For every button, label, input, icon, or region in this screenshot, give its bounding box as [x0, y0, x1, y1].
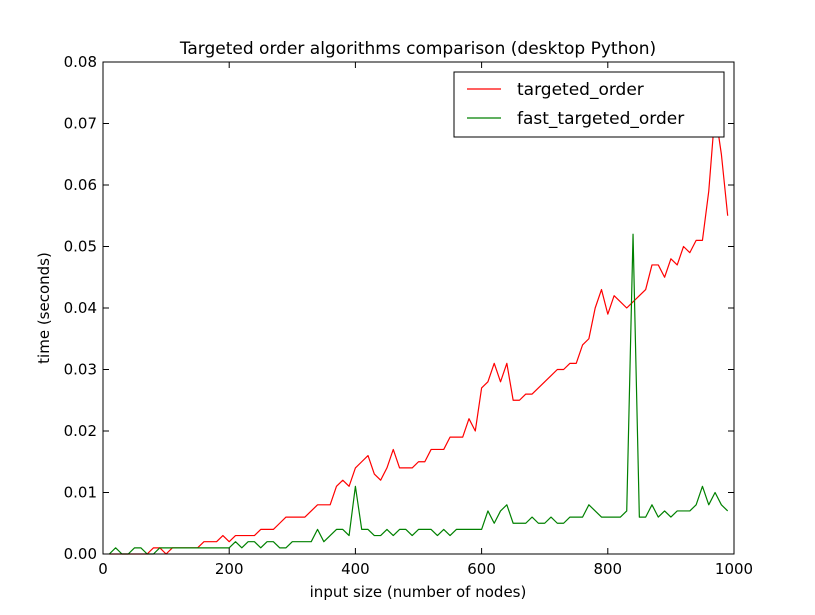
legend-label-targeted-order: targeted_order	[517, 80, 644, 100]
x-tick-label: 0	[98, 560, 108, 578]
y-tick-label: 0.00	[64, 545, 97, 563]
y-tick-label: 0.05	[64, 238, 97, 256]
x-axis-label: input size (number of nodes)	[310, 583, 527, 601]
x-tick-label: 200	[215, 560, 244, 578]
series-line-targeted-order	[109, 110, 729, 555]
x-tick-label: 400	[341, 560, 370, 578]
y-tick-label: 0.06	[64, 176, 97, 194]
y-tick-label: 0.02	[64, 422, 97, 440]
y-axis: 0.00 0.01 0.02 0.03 0.04 0.05 0.06 0.07 0.08	[64, 53, 734, 563]
chart-title: Targeted order algorithms comparison (de…	[179, 39, 656, 59]
x-tick-label: 600	[467, 560, 496, 578]
x-axis: 0 200 400 600 800 1000	[98, 62, 753, 578]
y-tick-label: 0.04	[64, 299, 97, 317]
legend: targeted_order fast_targeted_order	[453, 71, 725, 138]
y-axis-label: time (seconds)	[35, 252, 53, 364]
y-tick-label: 0.07	[64, 115, 97, 133]
series-layer	[108, 110, 729, 555]
x-tick-label: 1000	[715, 560, 753, 578]
y-tick-label: 0.08	[64, 53, 97, 71]
legend-label-fast-targeted-order: fast_targeted_order	[517, 109, 684, 129]
series-line-fast-targeted-order	[108, 233, 729, 555]
y-tick-label: 0.01	[64, 484, 97, 502]
y-tick-label: 0.03	[64, 361, 97, 379]
x-tick-label: 800	[593, 560, 622, 578]
legend-box	[453, 71, 725, 138]
